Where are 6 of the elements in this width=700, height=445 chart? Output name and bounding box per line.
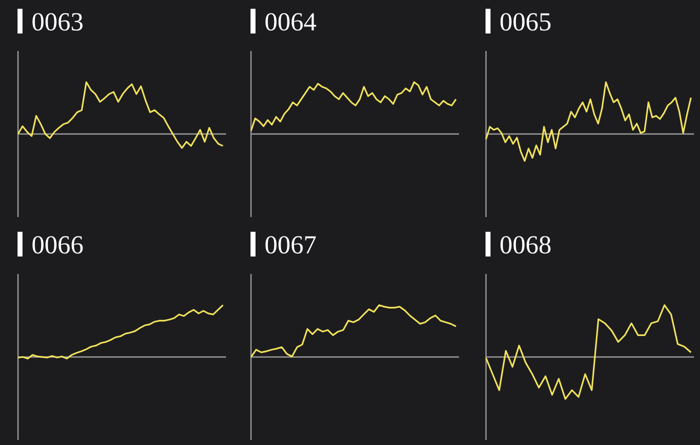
chart-title: 0064 bbox=[266, 13, 316, 31]
chart-title: 0065 bbox=[500, 13, 551, 31]
chart-title: 0067 bbox=[266, 236, 316, 254]
chart-title: 0068 bbox=[500, 236, 551, 254]
chart-title: 0066 bbox=[32, 236, 83, 254]
chart-title: 0063 bbox=[32, 13, 83, 31]
